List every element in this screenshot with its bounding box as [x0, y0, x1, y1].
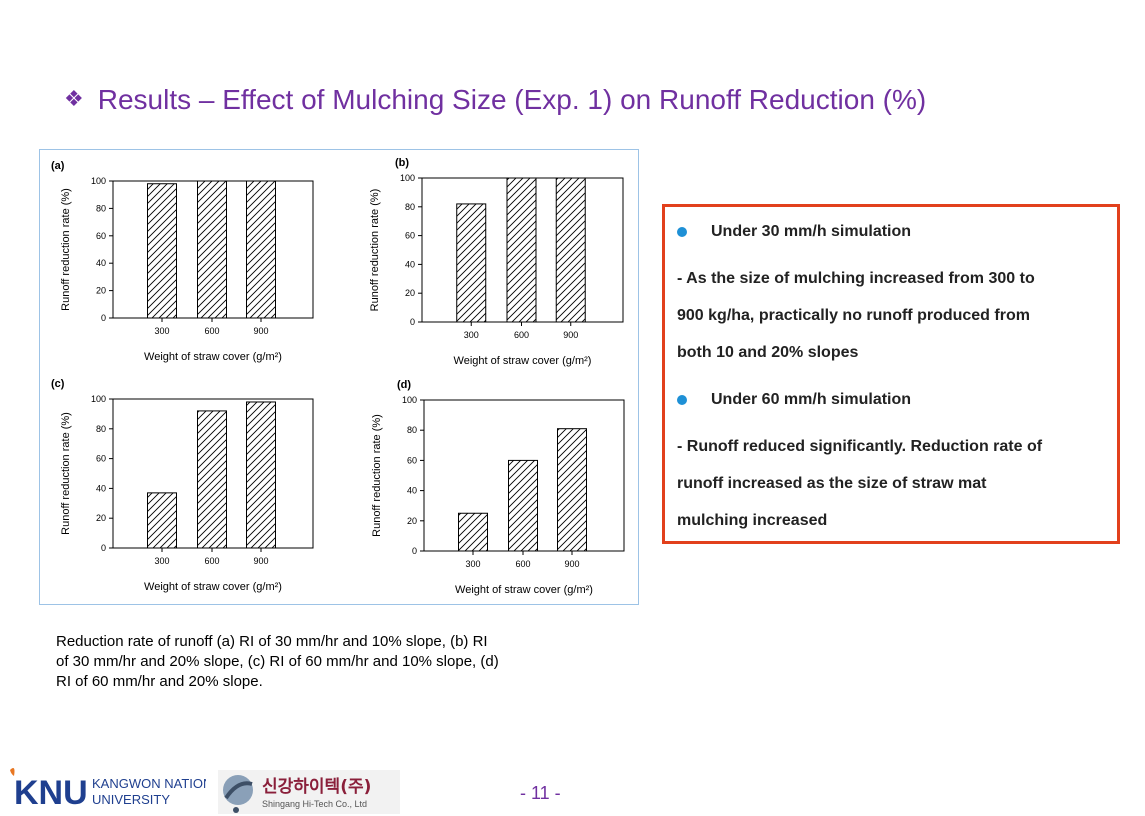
y-tick-label: 100 — [91, 176, 106, 186]
y-tick-label: 80 — [407, 425, 417, 435]
text-30mm-line: both 10 and 20% slopes — [677, 344, 859, 361]
x-tick-label: 600 — [515, 559, 530, 569]
x-tick-label: 600 — [204, 556, 219, 566]
bar — [555, 177, 586, 323]
bar — [147, 492, 177, 549]
knu-logo: KNU KANGWON NATIONAL UNIVERSITY — [10, 768, 206, 812]
caption-line: of 30 mm/hr and 20% slope, (c) RI of 60 … — [56, 653, 499, 670]
y-axis-label: Runoff reduction rate (%) — [371, 414, 383, 537]
y-tick-label: 100 — [91, 394, 106, 404]
bar — [508, 459, 538, 552]
x-tick-label: 300 — [154, 556, 169, 566]
x-tick-label: 300 — [465, 559, 480, 569]
shingang-korean: 신강하이텍(주) — [262, 777, 371, 797]
y-tick-label: 20 — [405, 288, 415, 298]
y-tick-label: 60 — [96, 454, 106, 464]
y-tick-label: 0 — [101, 543, 106, 553]
x-tick-label: 600 — [204, 326, 219, 336]
panel-label: (d) — [397, 379, 411, 391]
y-tick-label: 80 — [96, 203, 106, 213]
x-axis-label: Weight of straw cover (g/m²) — [454, 355, 592, 367]
text-30mm-line: - As the size of mulching increased from… — [677, 270, 1035, 287]
x-tick-label: 900 — [564, 559, 579, 569]
x-axis-label: Weight of straw cover (g/m²) — [144, 581, 282, 593]
bullet-dot-icon — [677, 227, 687, 237]
panel-label: (c) — [51, 378, 65, 390]
y-tick-label: 0 — [410, 317, 415, 327]
bar — [246, 180, 276, 319]
x-tick-label: 900 — [253, 556, 268, 566]
text-30mm-line: 900 kg/ha, practically no runoff produce… — [677, 307, 1030, 324]
y-tick-label: 100 — [400, 173, 415, 183]
y-tick-label: 40 — [96, 483, 106, 493]
y-tick-label: 100 — [402, 395, 417, 405]
x-tick-label: 300 — [464, 330, 479, 340]
shingang-logo: 신강하이텍(주) Shingang Hi-Tech Co., Ltd — [218, 770, 400, 814]
bullet-30mm: Under 30 mm/h simulation — [711, 223, 912, 240]
knu-mark: KNU — [14, 774, 88, 812]
y-tick-label: 0 — [101, 313, 106, 323]
slide-title: Results – Effect of Mulching Size (Exp. … — [97, 84, 927, 115]
x-axis-label: Weight of straw cover (g/m²) — [455, 584, 593, 596]
bar — [246, 401, 276, 549]
bullet-dot-icon — [677, 395, 687, 405]
y-tick-label: 60 — [407, 455, 417, 465]
y-tick-label: 40 — [407, 486, 417, 496]
y-axis-label: Runoff reduction rate (%) — [60, 188, 72, 311]
y-tick-label: 20 — [96, 513, 106, 523]
bullet-60mm: Under 60 mm/h simulation — [711, 391, 912, 408]
panel-label: (b) — [395, 157, 409, 169]
y-tick-label: 60 — [96, 231, 106, 241]
y-tick-label: 80 — [96, 424, 106, 434]
y-axis-label: Runoff reduction rate (%) — [60, 412, 72, 535]
slide-title-row: ❖ Results – Effect of Mulching Size (Exp.… — [64, 84, 926, 116]
diamond-bullet-icon: ❖ — [64, 86, 84, 111]
y-tick-label: 20 — [96, 286, 106, 296]
caption-line: Reduction rate of runoff (a) RI of 30 mm… — [56, 633, 488, 650]
y-tick-label: 60 — [405, 231, 415, 241]
y-tick-label: 20 — [407, 516, 417, 526]
y-tick-label: 0 — [412, 546, 417, 556]
x-tick-label: 900 — [253, 326, 268, 336]
figure-panel: (a) 0 20 40 60 80 100 300 600 900 Weight of straw … — [39, 149, 639, 605]
figure-caption: Reduction rate of runoff (a) RI of 30 mm… — [56, 632, 616, 692]
knu-name-line1: KANGWON NATIONAL — [92, 776, 206, 791]
x-axis-label: Weight of straw cover (g/m²) — [144, 351, 282, 363]
knu-name-line2: UNIVERSITY — [92, 792, 170, 807]
x-tick-label: 900 — [563, 330, 578, 340]
bar — [197, 410, 227, 549]
y-tick-label: 40 — [96, 258, 106, 268]
summary-textbox: Under 30 mm/h simulation - As the size o… — [662, 204, 1120, 544]
x-tick-label: 300 — [154, 326, 169, 336]
shingang-english: Shingang Hi-Tech Co., Ltd — [262, 799, 367, 809]
text-60mm-line: runoff increased as the size of straw ma… — [677, 475, 987, 492]
y-tick-label: 40 — [405, 259, 415, 269]
bar — [456, 203, 487, 323]
text-60mm-line: - Runoff reduced significantly. Reductio… — [677, 438, 1043, 455]
y-axis-label: Runoff reduction rate (%) — [369, 189, 381, 312]
y-tick-label: 80 — [405, 202, 415, 212]
bar — [147, 183, 177, 319]
bar — [506, 177, 537, 323]
caption-line: RI of 60 mm/hr and 20% slope. — [56, 673, 263, 690]
bar — [197, 180, 227, 319]
x-tick-label: 600 — [514, 330, 529, 340]
bar — [458, 512, 488, 552]
bar — [557, 428, 587, 552]
panel-label: (a) — [51, 160, 65, 172]
page-number: - 11 - — [520, 783, 561, 803]
globe-icon — [223, 775, 253, 805]
text-60mm-line: mulching increased — [677, 512, 828, 529]
knu-leaf-icon — [10, 768, 15, 776]
